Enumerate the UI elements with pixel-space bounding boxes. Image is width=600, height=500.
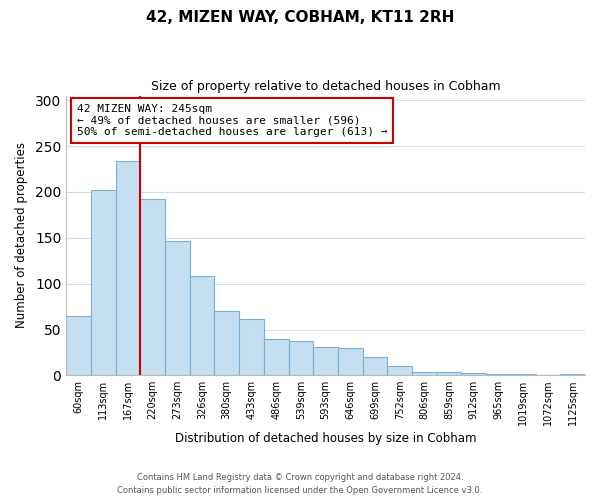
Bar <box>116 160 140 376</box>
Bar <box>239 318 264 376</box>
Bar <box>362 357 388 376</box>
Y-axis label: Number of detached properties: Number of detached properties <box>15 142 28 328</box>
Text: 42, MIZEN WAY, COBHAM, KT11 2RH: 42, MIZEN WAY, COBHAM, KT11 2RH <box>146 10 454 25</box>
Title: Size of property relative to detached houses in Cobham: Size of property relative to detached ho… <box>151 80 500 93</box>
Bar <box>388 366 412 376</box>
Text: Contains HM Land Registry data © Crown copyright and database right 2024.
Contai: Contains HM Land Registry data © Crown c… <box>118 474 482 495</box>
Bar <box>461 372 486 376</box>
Bar <box>511 374 536 376</box>
Bar <box>437 372 461 376</box>
Bar <box>165 242 190 376</box>
Bar <box>313 347 338 376</box>
Bar <box>338 348 362 376</box>
Bar <box>214 311 239 376</box>
Bar <box>412 372 437 376</box>
Bar <box>140 199 165 376</box>
Bar <box>190 276 214 376</box>
Bar <box>560 374 585 376</box>
Bar <box>66 316 91 376</box>
Bar <box>264 338 289 376</box>
X-axis label: Distribution of detached houses by size in Cobham: Distribution of detached houses by size … <box>175 432 476 445</box>
Bar <box>91 190 116 376</box>
Text: 42 MIZEN WAY: 245sqm
← 49% of detached houses are smaller (596)
50% of semi-deta: 42 MIZEN WAY: 245sqm ← 49% of detached h… <box>77 104 387 137</box>
Bar <box>486 374 511 376</box>
Bar <box>289 340 313 376</box>
